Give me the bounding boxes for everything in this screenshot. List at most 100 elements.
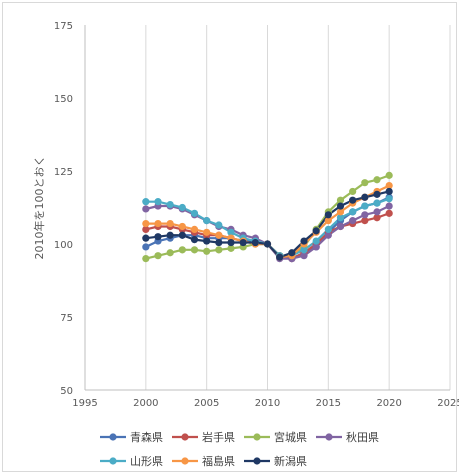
data-point [142,205,150,213]
data-point [203,237,211,245]
data-point [190,209,199,217]
data-point [324,211,332,219]
data-point [239,238,247,247]
data-point [154,233,162,241]
data-point [227,244,235,252]
legend-label: 宮城県 [274,430,307,444]
data-point [215,238,223,247]
data-point [336,196,345,204]
data-point [288,249,296,257]
legend-label: 新潟県 [274,454,307,468]
data-point [215,246,223,254]
y-tick-label: 175 [54,21,73,32]
data-point [300,237,308,245]
x-tick-label: 2000 [133,398,158,409]
data-point [142,198,150,206]
x-tick-label: 2015 [316,398,341,409]
data-point [361,217,369,225]
data-point [154,198,162,206]
y-tick-label: 125 [54,167,73,178]
data-point [324,231,332,239]
data-point [300,246,308,254]
data-point [361,202,369,210]
data-point [324,225,332,233]
data-point [373,199,381,207]
data-point [142,243,150,251]
data-point [263,240,272,248]
data-point [385,182,393,190]
data-point [385,187,393,196]
data-point [190,236,199,244]
data-point [361,211,369,219]
data-point [203,228,211,236]
data-point [178,222,186,231]
x-tick-label: 2020 [376,398,401,409]
data-point [142,219,150,228]
data-point [251,238,259,247]
data-point [324,217,332,225]
data-point [336,214,345,222]
data-point [373,208,381,216]
data-point [215,221,223,229]
legend-swatch-marker [109,433,117,441]
data-point [166,249,174,257]
x-tick-label: 2005 [194,398,219,409]
legend-swatch-marker [253,433,261,441]
data-point [166,219,174,228]
data-point [312,237,320,245]
data-point [336,202,345,210]
data-point [190,225,199,233]
legend-label: 山形県 [130,455,163,468]
legend-swatch-marker [253,457,261,465]
data-point [203,217,211,225]
legend-swatch-marker [109,457,117,465]
data-point [276,253,284,261]
legend-label: 青森県 [130,430,163,444]
legend-label: 岩手県 [202,430,235,444]
data-point [385,195,393,203]
data-point [385,209,393,217]
data-point [349,208,357,216]
data-point [166,231,174,239]
y-tick-label: 100 [54,240,73,251]
data-point [349,217,357,225]
data-point [178,231,186,239]
data-point [373,214,381,222]
y-tick-label: 75 [60,313,73,324]
data-point [336,208,345,216]
data-point [178,246,186,254]
data-point [215,231,223,239]
data-point [336,222,345,231]
data-point [385,202,393,210]
data-point [178,203,186,212]
data-point [142,255,150,263]
x-tick-label: 1995 [72,398,97,409]
legend-swatch-marker [181,457,189,465]
y-tick-label: 150 [54,94,73,105]
data-point [154,219,162,228]
data-point [154,252,162,260]
data-point [312,243,320,251]
y-axis-label: 2010年を100とおく [32,156,46,260]
data-point [349,196,357,204]
data-point [227,228,235,236]
legend-label: 福島県 [202,454,235,468]
data-point [203,247,211,255]
data-point [349,187,357,196]
legend-label: 秋田県 [346,430,379,444]
x-tick-label: 2010 [255,398,280,409]
data-point [385,171,393,179]
data-point [300,252,308,260]
data-point [312,227,320,235]
data-point [142,225,150,233]
legend-swatch-marker [325,433,333,441]
x-tick-label: 2025 [437,398,459,409]
data-point [361,179,369,187]
data-point [361,193,369,201]
legend-swatch-marker [181,433,189,441]
data-point [166,200,174,209]
data-point [190,246,199,254]
data-point [227,238,235,247]
data-point [373,176,381,184]
